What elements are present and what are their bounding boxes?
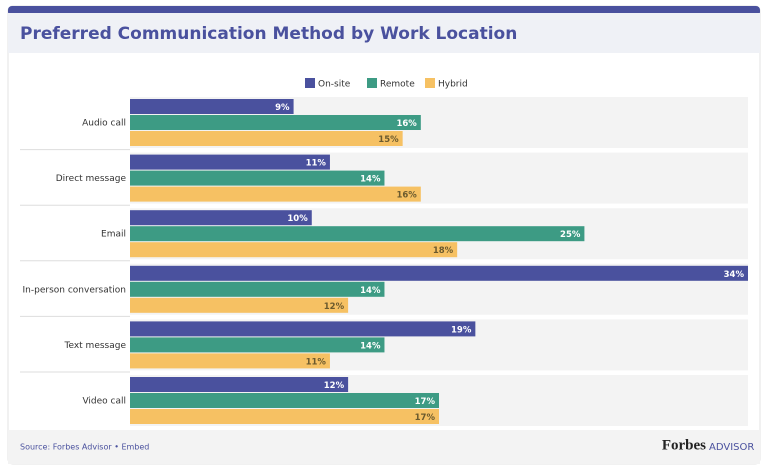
y-tick-label: Audio call: [82, 119, 126, 129]
bar: [130, 186, 421, 202]
value-label: 16%: [396, 191, 417, 201]
bar: [130, 115, 421, 130]
value-label: 16%: [396, 119, 417, 129]
legend-swatch: [305, 78, 315, 88]
bar: [130, 321, 476, 337]
y-tick-label: Direct message: [56, 174, 127, 184]
value-label: 18%: [433, 246, 454, 256]
legend-swatch: [367, 78, 377, 88]
value-label: 17%: [415, 413, 436, 423]
bar: [130, 99, 294, 114]
value-label: 19%: [451, 325, 472, 335]
bar: [130, 131, 403, 146]
y-tick-label: Video call: [82, 397, 126, 407]
value-label: 12%: [324, 302, 345, 312]
legend-label: On-site: [318, 80, 351, 90]
value-label: 14%: [360, 341, 381, 351]
value-label: 12%: [324, 381, 345, 391]
header: [8, 13, 760, 53]
bar: [130, 265, 748, 281]
value-label: 17%: [415, 397, 436, 407]
legend-label: Hybrid: [438, 80, 468, 90]
brand-sub: ADVISOR: [709, 442, 754, 453]
bar: [130, 242, 458, 258]
legend-swatch: [425, 78, 435, 88]
value-label: 11%: [306, 159, 327, 169]
bar: [130, 409, 439, 424]
value-label: 25%: [560, 230, 581, 240]
y-tick-label: Text message: [63, 341, 126, 351]
bar: [130, 353, 330, 369]
value-label: 15%: [378, 135, 399, 145]
footer: [8, 430, 760, 464]
bar: [130, 377, 349, 392]
bar: [130, 297, 349, 313]
bar: [130, 281, 385, 297]
legend-label: Remote: [380, 80, 415, 90]
chart-title: Preferred Communication Method by Work L…: [20, 24, 517, 44]
value-label: 14%: [360, 286, 381, 296]
value-label: 11%: [306, 357, 327, 367]
value-label: 14%: [360, 175, 381, 185]
source: Source: Forbes Advisor • Embed: [20, 443, 149, 452]
bar: [130, 226, 585, 242]
y-tick-label: Email: [101, 230, 126, 240]
y-tick-label: In-person conversation: [23, 285, 126, 295]
bar: [130, 337, 385, 353]
brand: Forbes: [662, 437, 706, 453]
value-label: 34%: [724, 270, 745, 280]
bar: [130, 393, 439, 408]
value-label: 10%: [287, 214, 308, 224]
bar: [130, 210, 312, 226]
bar: [130, 154, 330, 170]
bar: [130, 170, 385, 186]
value-label: 9%: [275, 103, 290, 113]
